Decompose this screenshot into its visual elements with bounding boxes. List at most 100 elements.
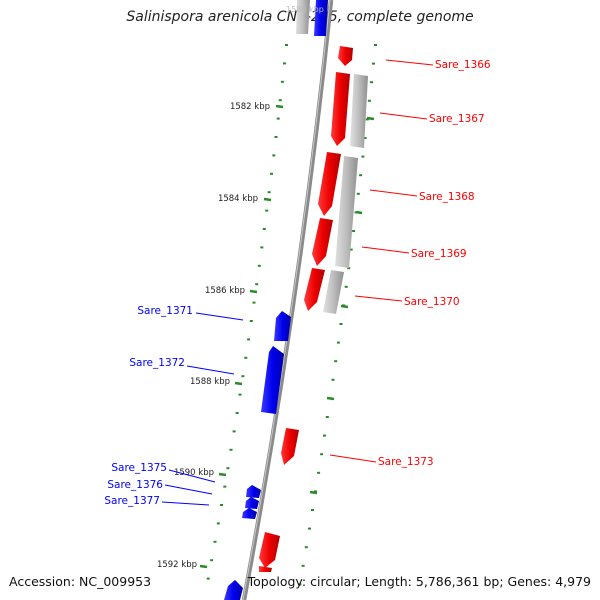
gene-label-sare-1377: Sare_1377 xyxy=(104,495,160,507)
scale-dot xyxy=(311,509,314,511)
scale-dot xyxy=(232,430,236,433)
svg-text:1580 kbp: 1580 kbp xyxy=(286,5,324,14)
scale-dot xyxy=(274,136,278,138)
gene-arrow-sare-1370 xyxy=(304,268,325,311)
scale-dot xyxy=(331,378,335,381)
scale-dot xyxy=(262,228,266,230)
scale-dot xyxy=(320,453,324,456)
gene-arrow-sare-1367 xyxy=(331,72,350,146)
scale-label-1582: 1582 kbp xyxy=(230,102,270,112)
accession-text: Accession: NC_009953 xyxy=(9,574,152,589)
forward-leader-lines xyxy=(329,59,434,463)
scale-dot xyxy=(365,118,369,121)
scale-dot xyxy=(267,191,271,194)
scale-dot xyxy=(314,490,318,493)
scale-dot xyxy=(249,320,253,322)
scale-dot xyxy=(257,264,261,267)
gene-label-sare-1369: Sare_1369 xyxy=(411,248,467,260)
scale-dot xyxy=(317,471,321,474)
gene-arrow-sare-1368 xyxy=(318,152,341,216)
gene-arrow-sare-1369 xyxy=(312,218,333,266)
scale-dot xyxy=(344,285,348,288)
scale-dot xyxy=(220,504,223,506)
gene-label-sare-1366: Sare_1366 xyxy=(435,59,491,71)
scale-dot xyxy=(361,155,365,158)
scale-dot xyxy=(349,248,353,251)
scale-dot xyxy=(363,137,367,139)
gene-label-sare-1375: Sare_1375 xyxy=(111,462,167,474)
gene-label-sare-1370: Sare_1370 xyxy=(404,296,460,308)
gene-arrow-sare-1376 xyxy=(245,497,259,509)
genome-backbone-highlight xyxy=(242,0,331,600)
scale-dot xyxy=(235,412,239,414)
scale-dot xyxy=(370,81,373,84)
scale-dot xyxy=(272,154,276,157)
gene-label-sare-1368: Sare_1368 xyxy=(419,191,475,203)
scale-dot xyxy=(347,267,351,270)
reverse-gene-labels: Sare_1371 Sare_1372 Sare_1375 Sare_1376 … xyxy=(104,305,193,507)
scale-dot xyxy=(325,416,329,418)
gene-label-sare-1376: Sare_1376 xyxy=(107,479,163,491)
scale-dot xyxy=(206,577,210,580)
scale-dot xyxy=(372,62,375,65)
gene-arrow-clipped-bottom xyxy=(259,532,280,568)
scale-label-1584: 1584 kbp xyxy=(218,194,258,204)
scale-dot xyxy=(356,192,360,195)
scale-dot xyxy=(241,375,245,378)
scale-dot xyxy=(352,230,356,232)
gene-label-sare-1372: Sare_1372 xyxy=(129,357,185,369)
scale-dot xyxy=(270,172,273,175)
scale-dot xyxy=(334,360,338,363)
scale-dot xyxy=(278,99,282,102)
scale-ticks-inner xyxy=(206,44,288,580)
genome-summary-text: Topology: circular; Length: 5,786,361 bp… xyxy=(247,574,591,589)
scale-dot xyxy=(238,393,242,396)
scale-labels: 1582 kbp 1584 kbp 1586 kbp 1588 kbp 1590… xyxy=(157,102,270,570)
scale-dot xyxy=(374,44,377,46)
scale-dot xyxy=(265,209,269,212)
scale-dot xyxy=(298,583,302,586)
scale-dot xyxy=(229,448,233,451)
forward-gene-arrows xyxy=(259,46,353,572)
scale-dot xyxy=(285,44,288,46)
gene-label-sare-1367: Sare_1367 xyxy=(429,113,485,125)
scale-dot xyxy=(276,117,280,120)
scale-dot xyxy=(308,527,311,530)
scale-dot xyxy=(283,62,286,65)
scale-dot xyxy=(260,246,264,249)
scale-label-1586: 1586 kbp xyxy=(205,286,245,296)
scale-dot xyxy=(339,323,343,325)
gene-label-sare-1371: Sare_1371 xyxy=(137,305,193,317)
scale-major-ticks xyxy=(199,104,284,569)
scale-dot xyxy=(323,434,326,437)
forward-gene-labels: Sare_1366 Sare_1367 Sare_1368 Sare_1369 … xyxy=(378,59,491,468)
scale-ticks-outer xyxy=(298,44,377,586)
scale-dot xyxy=(210,559,214,562)
reverse-leader-lines xyxy=(161,312,244,506)
reverse-gene-arrows xyxy=(224,311,291,600)
scale-dot xyxy=(244,356,248,359)
scale-outer-ticks xyxy=(309,116,375,495)
gene-label-sare-1373: Sare_1373 xyxy=(378,456,434,468)
gene-arrow-sare-1372 xyxy=(261,346,284,414)
scale-label-1588: 1588 kbp xyxy=(190,377,230,387)
scale-dot xyxy=(301,564,305,567)
scale-dot xyxy=(213,540,217,543)
scale-dot xyxy=(367,99,371,102)
scale-dot xyxy=(359,174,363,177)
scale-label-1592: 1592 kbp xyxy=(157,560,197,570)
scale-dot xyxy=(247,338,251,341)
scale-dot xyxy=(280,80,284,83)
scale-label-1590: 1590 kbp xyxy=(174,468,214,478)
scale-dot xyxy=(304,546,308,549)
genome-backbone xyxy=(241,0,334,600)
gene-arrow-sare-1373 xyxy=(281,428,299,465)
feature-clipped-top: 1580 kbp xyxy=(286,0,328,36)
scale-dot xyxy=(223,485,227,488)
gene-arrow-sare-1377 xyxy=(242,508,257,519)
gene-arrow-sare-1375 xyxy=(246,485,261,498)
scale-dot xyxy=(226,467,230,470)
scale-dot xyxy=(336,341,340,344)
